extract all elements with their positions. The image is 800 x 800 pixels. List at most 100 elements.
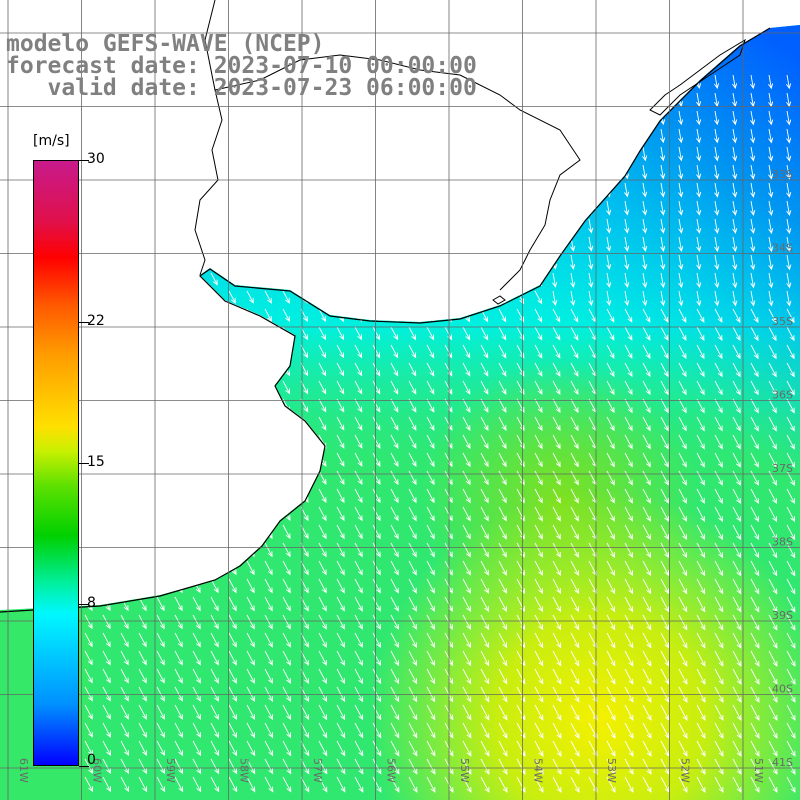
wind-arrow — [372, 128, 380, 142]
wind-arrow — [768, 236, 774, 253]
wind-arrow — [642, 308, 651, 323]
wind-arrow — [156, 110, 164, 123]
wind-arrow — [174, 326, 182, 340]
wind-arrow — [246, 668, 255, 684]
wind-arrow — [768, 704, 778, 721]
wind-arrow — [318, 740, 328, 757]
wind-arrow — [624, 128, 630, 144]
wind-arrow — [516, 542, 525, 558]
wind-arrow — [750, 128, 756, 144]
wind-arrow — [84, 542, 93, 557]
wind-arrow — [426, 344, 435, 359]
wind-arrow — [588, 668, 598, 685]
wind-arrow — [192, 686, 201, 702]
wind-arrow — [696, 614, 706, 631]
wind-arrow — [282, 704, 292, 721]
wind-arrow — [534, 434, 543, 450]
wind-arrow — [642, 182, 648, 198]
wind-arrow — [696, 596, 706, 613]
wind-arrow — [768, 272, 774, 289]
wind-arrow — [750, 776, 760, 793]
wind-arrow — [174, 740, 184, 757]
wind-arrow — [696, 452, 705, 468]
wind-arrow — [156, 218, 164, 232]
wind-arrow — [120, 344, 128, 358]
wind-arrow — [768, 182, 774, 198]
wind-arrow — [228, 650, 237, 666]
wind-arrow — [570, 758, 580, 775]
wind-arrow — [768, 488, 777, 505]
wind-arrow — [138, 236, 146, 250]
wind-arrow — [408, 254, 416, 268]
wind-arrow — [696, 488, 705, 504]
wind-arrow — [426, 254, 434, 268]
wind-arrow — [84, 470, 93, 485]
wind-arrow — [732, 416, 741, 432]
wind-arrow — [534, 704, 544, 721]
wind-arrow — [750, 488, 759, 504]
wind-arrow — [336, 506, 345, 522]
wind-arrow — [642, 380, 651, 396]
wind-arrow — [606, 614, 616, 631]
wind-arrow — [84, 668, 93, 684]
wind-arrow — [282, 146, 290, 160]
wind-arrow — [660, 398, 669, 414]
wind-arrow — [696, 146, 702, 162]
wind-arrow — [444, 200, 452, 214]
wind-arrow — [587, 92, 594, 107]
wind-arrow — [282, 758, 292, 775]
wind-arrow — [408, 128, 416, 142]
wind-arrow — [210, 488, 219, 503]
wind-arrow — [84, 290, 92, 304]
wind-arrow — [156, 560, 165, 576]
wind-arrow — [462, 452, 471, 468]
wind-arrow — [372, 218, 380, 232]
wind-arrow — [552, 272, 558, 288]
wind-arrow — [750, 74, 756, 90]
wind-arrow — [246, 452, 255, 467]
wind-arrow — [444, 182, 452, 196]
wind-arrow — [354, 596, 363, 612]
wind-arrow — [786, 578, 796, 595]
wind-arrow — [624, 560, 634, 577]
wind-arrow — [264, 668, 273, 684]
wind-arrow — [750, 272, 756, 289]
wind-arrow — [372, 722, 382, 739]
wind-arrow — [372, 110, 380, 124]
wind-arrow — [696, 362, 705, 378]
wind-arrow — [732, 380, 741, 396]
wind-arrow — [210, 146, 218, 159]
wind-arrow — [534, 632, 544, 649]
wind-arrow — [138, 146, 146, 159]
wind-arrow — [714, 164, 720, 180]
wind-arrow — [228, 146, 236, 159]
wind-arrow — [678, 254, 684, 271]
wind-arrow — [156, 758, 166, 775]
wind-arrow — [480, 740, 490, 757]
wind-arrow — [732, 290, 738, 307]
wind-arrow — [390, 146, 398, 160]
wind-arrow — [84, 272, 92, 286]
wind-arrow — [534, 200, 542, 214]
wind-arrow — [192, 596, 201, 612]
wind-arrow — [750, 326, 759, 342]
wind-arrow — [120, 686, 129, 702]
wind-arrow — [210, 308, 218, 322]
wind-arrow — [210, 272, 218, 286]
wind-arrow — [336, 236, 344, 250]
wind-arrow — [120, 470, 129, 485]
wind-arrow — [678, 236, 684, 252]
wind-arrow — [426, 452, 435, 468]
wind-arrow — [102, 110, 110, 123]
wind-arrow — [732, 254, 738, 271]
wind-arrow — [570, 362, 579, 377]
wind-arrow — [534, 308, 543, 323]
wind-arrow — [480, 218, 488, 232]
wind-arrow — [660, 542, 670, 559]
wind-arrow — [678, 452, 687, 468]
wind-arrow — [318, 146, 326, 160]
wind-arrow — [444, 146, 452, 160]
wind-arrow — [606, 128, 612, 144]
wind-arrow — [678, 758, 688, 775]
wind-arrow — [120, 542, 129, 557]
